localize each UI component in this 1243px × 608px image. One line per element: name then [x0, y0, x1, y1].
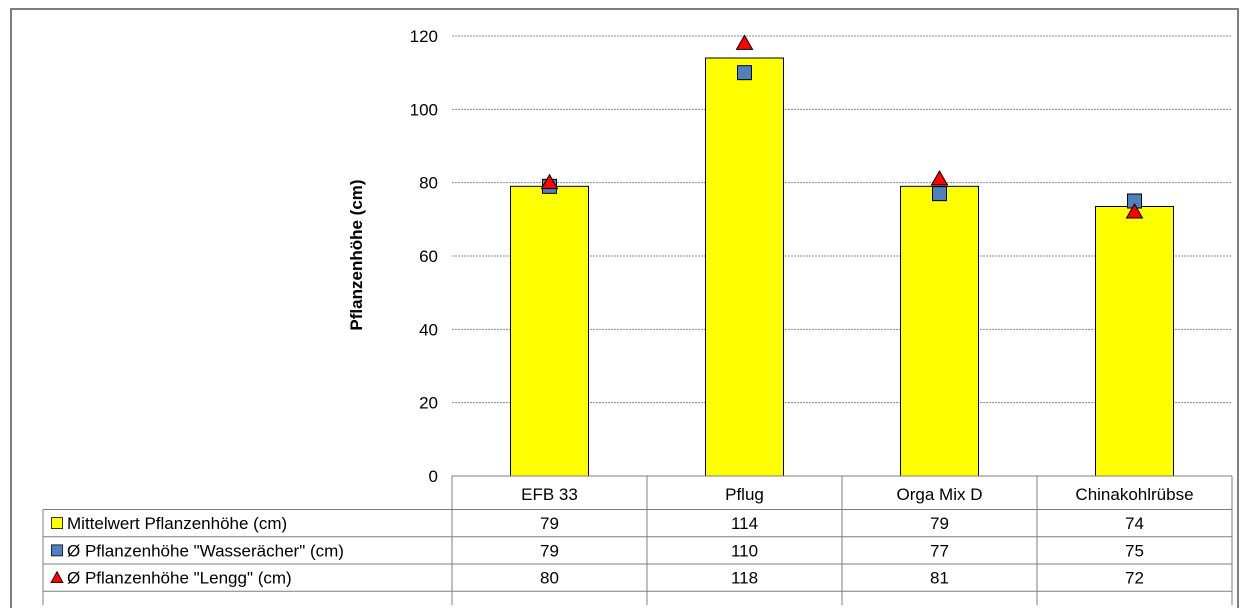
- table-value: 79: [540, 541, 559, 560]
- y-tick-label: 40: [419, 320, 438, 339]
- triangle-marker: [540, 173, 559, 190]
- chart-frame: [10, 8, 1239, 608]
- bar: [900, 185, 979, 477]
- legend-key: [51, 517, 63, 530]
- category-label: Pflug: [725, 485, 764, 504]
- table-value: 118: [731, 569, 758, 588]
- category-label: EFB 33: [521, 485, 578, 504]
- table-value: 77: [930, 541, 949, 560]
- bars: [510, 57, 1174, 477]
- table-value: 79: [540, 514, 559, 533]
- y-tick-label: 80: [419, 174, 438, 193]
- table-value: 74: [1125, 514, 1144, 533]
- legend-label: Ø Pflanzenhöhe "Wasserächer" (cm): [67, 541, 344, 560]
- y-tick-label: 120: [410, 27, 438, 46]
- table-value: 80: [540, 569, 559, 588]
- square-marker: [737, 65, 752, 81]
- y-tick-label: 0: [429, 467, 438, 486]
- table-value: 79: [930, 514, 949, 533]
- y-axis-label: Pflanzenhöhe (cm): [347, 179, 366, 330]
- table-value: 72: [1125, 569, 1144, 588]
- y-tick-label: 60: [419, 247, 438, 266]
- bar: [1095, 206, 1174, 477]
- category-label: Chinakohlrübse: [1075, 485, 1193, 504]
- legend-label: Mittelwert Pflanzenhöhe (cm): [67, 514, 287, 533]
- triangle-marker: [930, 169, 949, 186]
- data-table: EFB 33 Pflug Orga Mix D Chinakohlrübse Mitte…: [42, 475, 1233, 605]
- triangle-marker: [735, 34, 754, 50]
- square-marker: [932, 186, 947, 202]
- bar: [705, 57, 784, 477]
- y-tick-label: 20: [419, 394, 438, 413]
- category-label: Orga Mix D: [897, 485, 983, 504]
- triangle-marker: [1125, 202, 1144, 219]
- markers: [540, 34, 1144, 219]
- legend-key: [51, 544, 63, 557]
- table-value: 81: [930, 569, 949, 588]
- table-value: 110: [731, 541, 758, 560]
- y-tick-label: 100: [410, 100, 438, 119]
- bar: [510, 185, 589, 477]
- y-axis: 0 20 40 60 80 100 120: [410, 27, 438, 486]
- table-value: 114: [731, 514, 758, 533]
- legend-label: Ø Pflanzenhöhe "Lengg" (cm): [67, 569, 292, 588]
- legend-key: [50, 570, 64, 584]
- table-value: 75: [1125, 541, 1144, 560]
